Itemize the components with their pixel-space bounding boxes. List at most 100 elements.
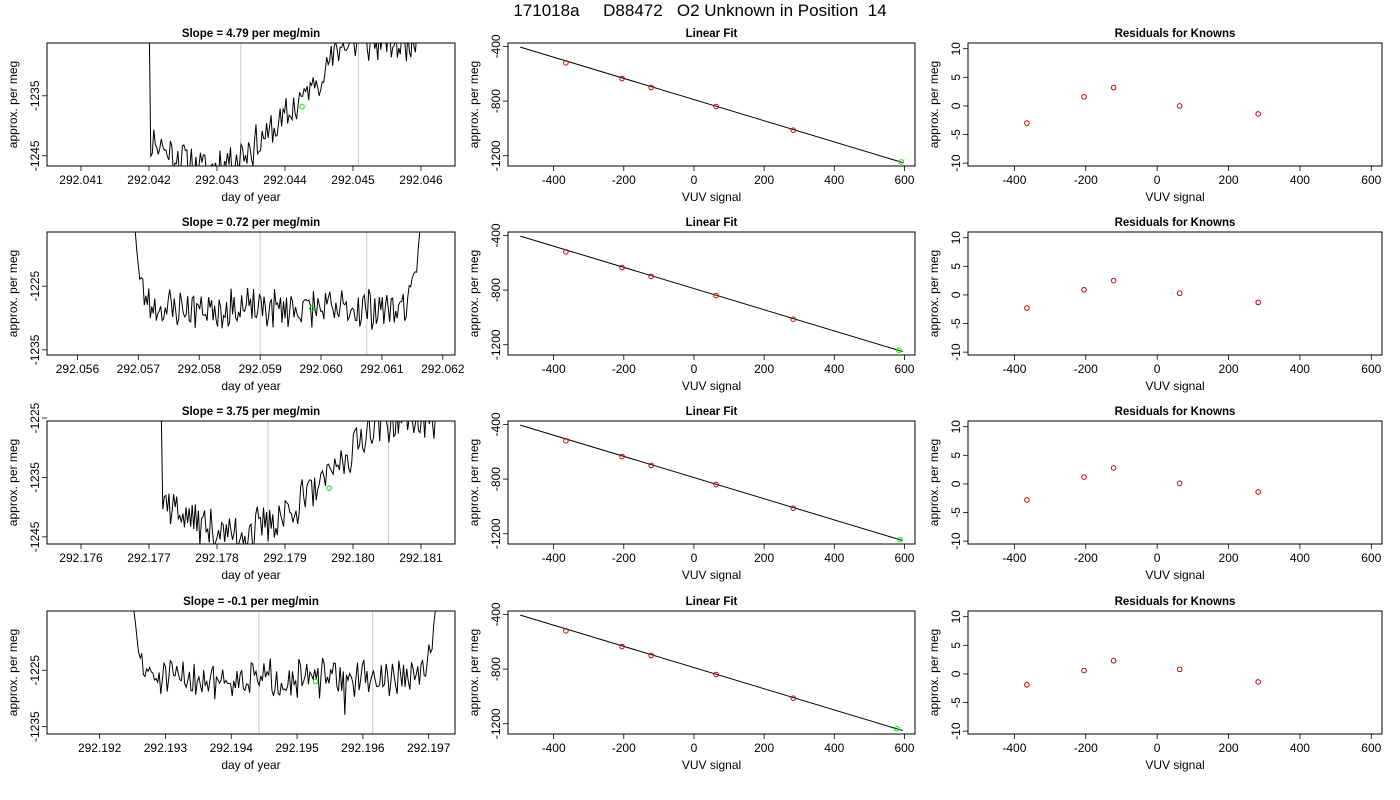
y-tick-label: -1200 xyxy=(489,708,503,739)
known-point xyxy=(619,75,625,82)
x-tick-label: -400 xyxy=(1002,741,1026,755)
panel-title: Residuals for Knowns xyxy=(1115,28,1236,40)
x-tick-label: -400 xyxy=(542,173,566,187)
x-axis-label: VUV signal xyxy=(1145,190,1204,204)
y-axis-label: approx. per meg xyxy=(6,61,20,148)
fit-line xyxy=(520,46,903,164)
x-tick-label: 600 xyxy=(894,362,914,376)
y-tick-label: 5 xyxy=(949,642,963,649)
x-tick-label: 0 xyxy=(691,741,698,755)
plot-frame xyxy=(967,231,1383,356)
known-point xyxy=(1024,682,1030,688)
x-tick-label: 400 xyxy=(824,551,844,565)
x-tick-label: 600 xyxy=(1361,741,1381,755)
known-point xyxy=(648,273,654,280)
panel-2-1: Linear Fit -400 -200 0 200 400 600 -400 -800 -120… xyxy=(467,406,916,582)
x-tick-label: 400 xyxy=(824,741,844,755)
x-tick-label: -200 xyxy=(612,551,636,565)
x-tick-label: 292.058 xyxy=(178,362,222,376)
panel-title: Slope = 0.72 per meg/min xyxy=(182,217,320,229)
x-tick-label: 292.181 xyxy=(399,551,443,565)
y-tick-label: -400 xyxy=(489,34,503,58)
panel-1-2: Residuals for Knowns -400 -200 0 200 400 600 -1… xyxy=(927,217,1383,393)
y-tick-label: 5 xyxy=(949,74,963,81)
y-tick-label: -5 xyxy=(949,697,963,708)
x-tick-label: 292.062 xyxy=(421,362,465,376)
known-point xyxy=(1081,667,1087,674)
unknown-point xyxy=(898,159,905,165)
y-tick-label: 0 xyxy=(949,670,963,677)
known-point xyxy=(1255,299,1261,306)
fit-line xyxy=(520,614,903,732)
y-tick-label: -1245 xyxy=(28,521,42,552)
x-tick-label: 292.176 xyxy=(59,551,103,565)
y-axis-label: approx. per meg xyxy=(927,439,941,526)
panel-3-1: Linear Fit -400 -200 0 200 400 600 -400 -800 -120… xyxy=(467,596,916,772)
x-tick-label: 292.196 xyxy=(341,741,385,755)
y-tick-label: -1200 xyxy=(489,329,503,360)
signal-trace xyxy=(133,611,436,715)
y-tick-label: 5 xyxy=(949,452,963,459)
x-tick-label: 0 xyxy=(691,362,698,376)
y-axis-label: approx. per meg xyxy=(467,629,481,716)
y-tick-label: 0 xyxy=(949,102,963,109)
known-point xyxy=(1110,465,1117,471)
known-point xyxy=(1255,489,1261,495)
known-point xyxy=(1024,497,1030,503)
x-tick-label: 0 xyxy=(1154,362,1161,376)
panel-2-0: Slope = 3.75 per meg/min 292.176 292.177 29… xyxy=(6,402,456,582)
fit-line xyxy=(520,235,903,353)
panel-title: Slope = -0.1 per meg/min xyxy=(183,596,319,608)
signal-trace xyxy=(160,421,436,544)
known-point xyxy=(1176,480,1183,487)
y-tick-label: 10 xyxy=(949,610,963,624)
panel-1-1: Linear Fit -400 -200 0 200 400 600 -400 -800 -120… xyxy=(467,217,916,393)
known-point xyxy=(648,652,654,659)
x-tick-label: 200 xyxy=(754,173,774,187)
x-tick-label: 292.061 xyxy=(360,362,404,376)
x-tick-label: -200 xyxy=(1074,551,1098,565)
panel-0-1: Linear Fit -400 -200 0 200 400 600 -400 -800 -120… xyxy=(467,28,916,204)
known-point xyxy=(1176,103,1183,109)
x-tick-label: 292.056 xyxy=(56,362,100,376)
plot-area xyxy=(520,614,903,732)
y-tick-label: -400 xyxy=(489,412,503,436)
y-axis-label: approx. per meg xyxy=(927,250,941,337)
known-point xyxy=(1081,93,1087,100)
y-axis-label: approx. per meg xyxy=(927,629,941,716)
unknown-marker xyxy=(312,678,319,685)
x-tick-label: 292.195 xyxy=(275,741,319,755)
y-tick-label: 0 xyxy=(949,291,963,298)
x-axis-label: VUV signal xyxy=(1145,379,1204,393)
x-tick-label: 0 xyxy=(1154,173,1161,187)
plot-frame xyxy=(507,420,916,545)
x-axis-label: VUV signal xyxy=(1145,758,1204,772)
x-axis-label: VUV signal xyxy=(682,190,741,204)
plot-frame xyxy=(46,42,456,167)
x-tick-label: 292.178 xyxy=(195,551,239,565)
known-point xyxy=(1176,290,1183,297)
y-tick-label: -1200 xyxy=(489,518,503,549)
known-point xyxy=(790,127,797,133)
panel-0-0: Slope = 4.79 per meg/min 292.041 292.042 29… xyxy=(6,28,456,204)
known-point xyxy=(1081,286,1087,293)
plot-area xyxy=(1024,657,1261,688)
plot-area xyxy=(1024,465,1261,503)
y-tick-label: -1225 xyxy=(28,271,42,302)
y-tick-label: -800 xyxy=(489,278,503,302)
plot-frame xyxy=(967,42,1383,167)
known-point xyxy=(619,643,625,650)
x-tick-label: 292.042 xyxy=(127,173,171,187)
x-tick-label: 0 xyxy=(1154,551,1161,565)
y-tick-label: -1200 xyxy=(489,140,503,171)
x-tick-label: -400 xyxy=(542,741,566,755)
y-axis-label: approx. per meg xyxy=(467,439,481,526)
y-tick-label: -5 xyxy=(949,507,963,518)
x-tick-label: -200 xyxy=(1074,173,1098,187)
known-point xyxy=(713,103,719,110)
x-tick-label: 600 xyxy=(894,551,914,565)
x-tick-label: 292.192 xyxy=(78,741,122,755)
plot-frame xyxy=(967,420,1383,545)
x-tick-label: 292.041 xyxy=(59,173,103,187)
